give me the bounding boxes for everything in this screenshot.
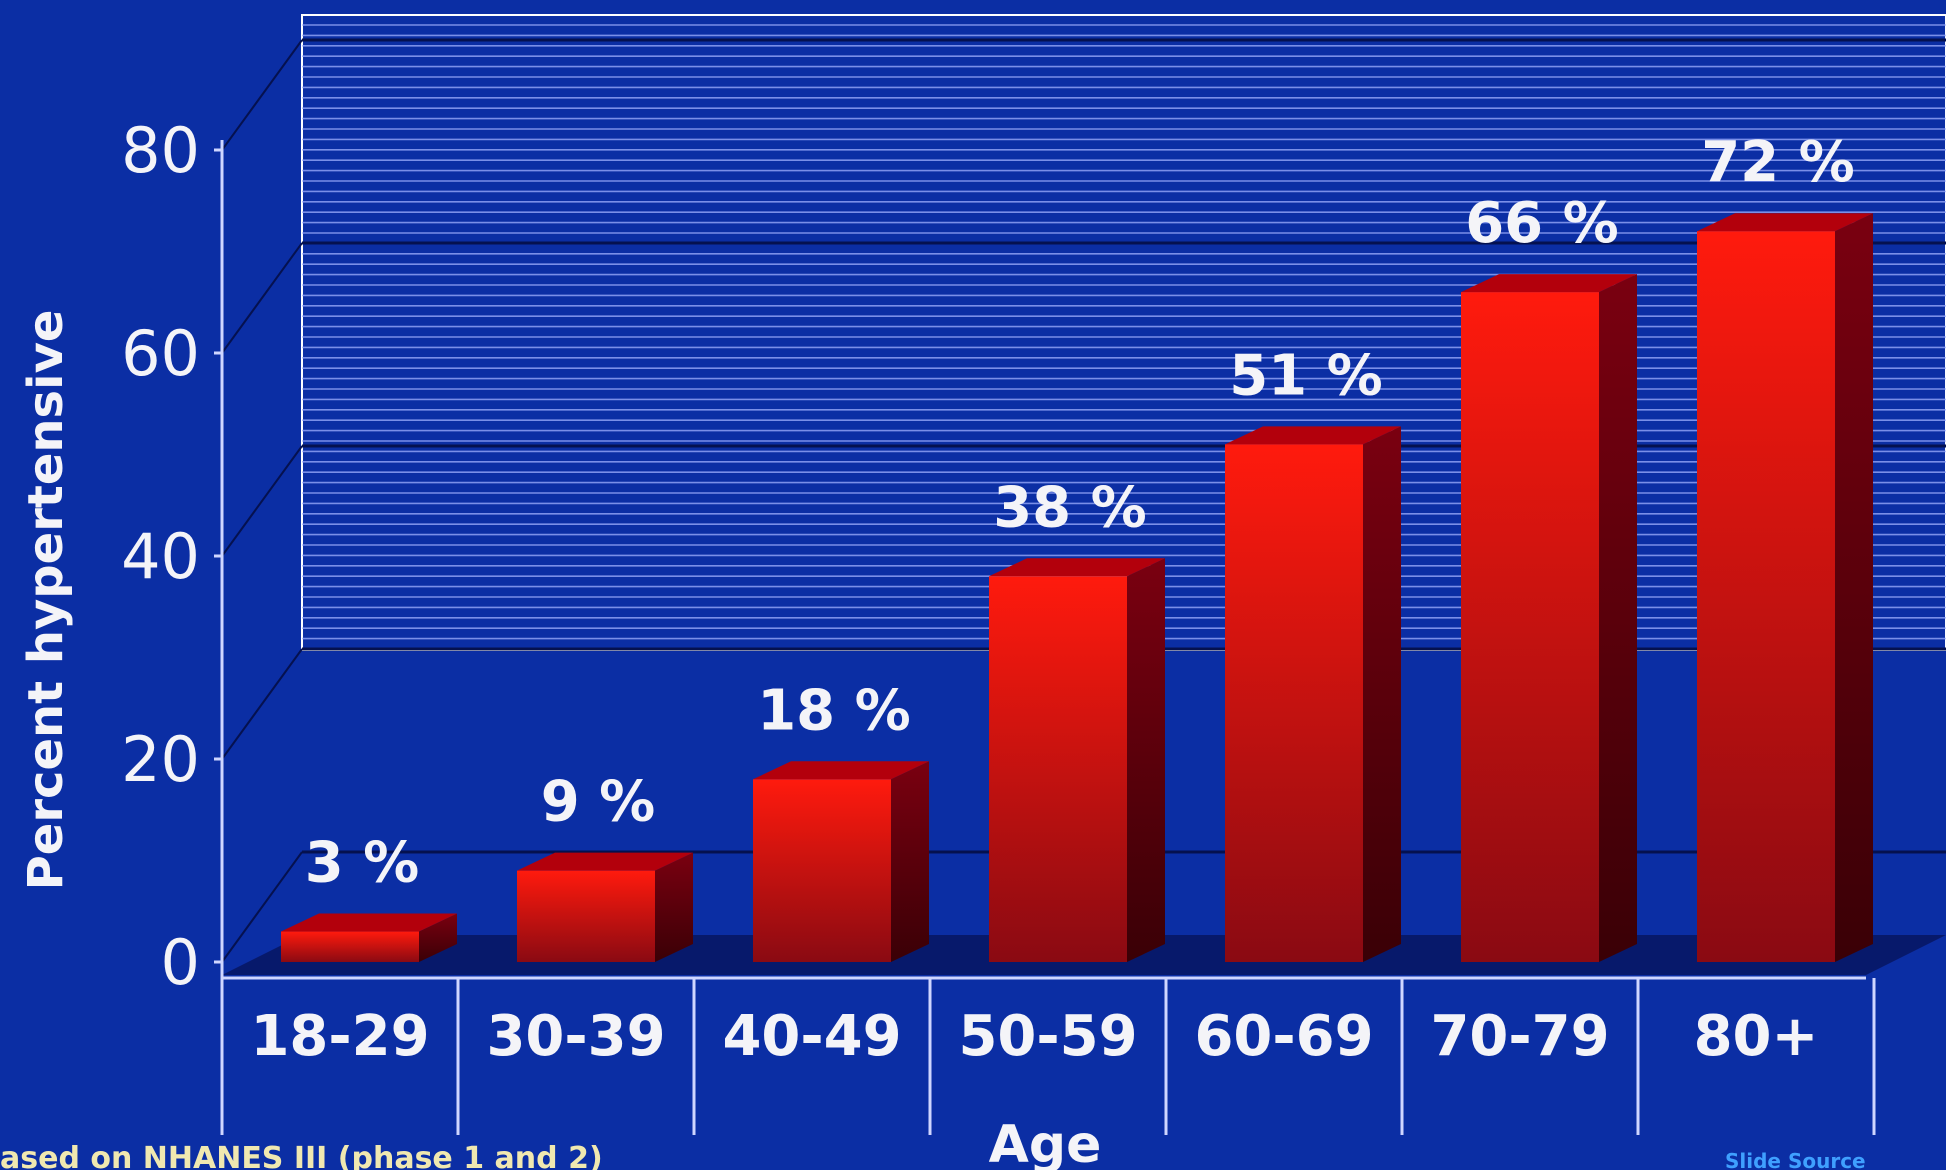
bar-front <box>517 870 655 962</box>
value-label: 3 % <box>305 831 420 896</box>
bar-60-69 <box>1225 426 1401 963</box>
bar-18-29 <box>281 913 457 962</box>
y-tick-label: 20 <box>121 723 200 796</box>
y-tick-label: 60 <box>121 317 200 390</box>
bar-top <box>517 852 693 871</box>
x-tick-labels: 18-29 30-39 40-49 50-59 60-69 70-79 80+ <box>250 1004 1818 1069</box>
grid-connector <box>221 648 303 760</box>
bar-front <box>1461 292 1599 963</box>
value-label: 18 % <box>757 678 911 743</box>
bar-front <box>753 779 891 962</box>
y-tick-label: 80 <box>121 114 200 187</box>
slide-source-label: Slide Source <box>1725 1149 1866 1170</box>
grid-connector <box>221 851 303 963</box>
y-tick-labels: 0 20 40 60 80 <box>121 114 222 999</box>
bar-80+ <box>1697 213 1873 962</box>
bar-top <box>1225 426 1401 445</box>
x-tick-label: 40-49 <box>722 1004 901 1069</box>
bar-side <box>1835 213 1873 962</box>
bar-side <box>655 852 693 962</box>
bar-50-59 <box>989 558 1165 962</box>
bar-front <box>1225 444 1363 963</box>
x-tick-label: 70-79 <box>1430 1004 1609 1069</box>
value-label: 66 % <box>1465 191 1619 256</box>
value-label: 38 % <box>993 475 1147 540</box>
bar-side <box>1363 426 1401 963</box>
bar-30-39 <box>517 852 693 962</box>
x-axis-title: Age <box>989 1115 1102 1170</box>
footnote: ased on NHANES III (phase 1 and 2) <box>0 1141 603 1170</box>
x-tick-label: 18-29 <box>250 1004 429 1069</box>
value-label: 72 % <box>1701 130 1855 195</box>
value-labels: 3 % 9 % 18 % 38 % 51 % 66 % 72 % <box>305 130 1855 895</box>
bar-top <box>1697 213 1873 232</box>
value-label: 9 % <box>541 770 656 835</box>
grid-connector <box>221 39 303 151</box>
bar-front <box>1697 231 1835 962</box>
x-tick-label: 60-69 <box>1194 1004 1373 1069</box>
y-axis-title: Percent hypertensive <box>18 310 74 891</box>
bar-top <box>989 558 1165 577</box>
bar-side <box>419 913 457 962</box>
bar-top <box>281 913 457 932</box>
x-tick-label: 80+ <box>1694 1004 1819 1069</box>
y-tick-label: 0 <box>161 926 200 999</box>
bar-side <box>1127 558 1165 962</box>
bar-70-79 <box>1461 274 1637 963</box>
x-tick-label: 30-39 <box>486 1004 665 1069</box>
bars <box>281 213 1873 963</box>
category-separators <box>220 978 1876 1135</box>
bar-side <box>1599 274 1637 963</box>
bar-side <box>891 761 929 962</box>
bar-front <box>989 576 1127 962</box>
grid-connector <box>221 445 303 557</box>
bar-front <box>281 931 419 962</box>
y-tick-label: 40 <box>121 520 200 593</box>
grid-connector <box>221 242 303 354</box>
x-tick-label: 50-59 <box>958 1004 1137 1069</box>
value-label: 51 % <box>1229 343 1383 408</box>
bar-top <box>1461 274 1637 293</box>
bar-top <box>753 761 929 780</box>
bar-40-49 <box>753 761 929 962</box>
